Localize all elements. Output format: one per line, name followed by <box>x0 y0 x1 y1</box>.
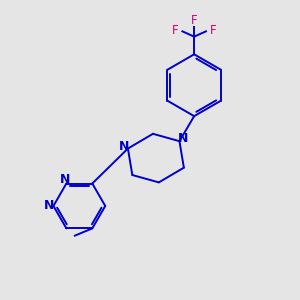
Text: F: F <box>191 14 197 27</box>
Text: N: N <box>178 132 188 145</box>
Text: N: N <box>118 140 129 153</box>
Text: F: F <box>172 24 179 37</box>
Text: N: N <box>44 200 54 212</box>
Text: N: N <box>60 173 70 187</box>
Text: F: F <box>209 24 216 37</box>
